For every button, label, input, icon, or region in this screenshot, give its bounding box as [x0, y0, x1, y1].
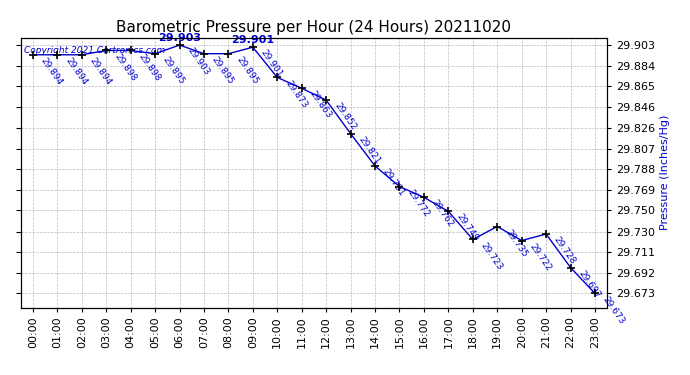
- Text: 29.894: 29.894: [39, 56, 64, 87]
- Text: 29.722: 29.722: [528, 242, 553, 272]
- Text: 29.852: 29.852: [333, 101, 357, 132]
- Title: Barometric Pressure per Hour (24 Hours) 20211020: Barometric Pressure per Hour (24 Hours) …: [117, 20, 511, 35]
- Text: 29.863: 29.863: [308, 89, 333, 120]
- Text: 29.894: 29.894: [88, 56, 113, 87]
- Text: 29.895: 29.895: [235, 55, 260, 86]
- Text: 29.791: 29.791: [381, 167, 406, 198]
- Text: 29.873: 29.873: [284, 78, 309, 110]
- Text: 29.749: 29.749: [455, 213, 480, 243]
- Text: 29.723: 29.723: [479, 240, 504, 272]
- Text: 29.901: 29.901: [231, 35, 275, 45]
- Y-axis label: Pressure (Inches/Hg): Pressure (Inches/Hg): [660, 115, 669, 230]
- Text: 29.903: 29.903: [186, 46, 211, 77]
- Text: 29.901: 29.901: [259, 48, 284, 79]
- Text: 29.898: 29.898: [137, 51, 162, 82]
- Text: 29.903: 29.903: [158, 33, 201, 43]
- Text: 29.821: 29.821: [357, 135, 382, 166]
- Text: 29.898: 29.898: [112, 51, 138, 82]
- Text: 29.673: 29.673: [601, 294, 627, 326]
- Text: 29.697: 29.697: [577, 268, 602, 300]
- Text: 29.894: 29.894: [63, 56, 89, 87]
- Text: 29.735: 29.735: [503, 228, 529, 258]
- Text: 29.895: 29.895: [161, 55, 187, 86]
- Text: 29.895: 29.895: [210, 55, 235, 86]
- Text: Copyright 2021 Cartronics.com: Copyright 2021 Cartronics.com: [23, 46, 165, 55]
- Text: 29.762: 29.762: [430, 198, 455, 229]
- Text: 29.728: 29.728: [552, 235, 578, 266]
- Text: 29.772: 29.772: [406, 188, 431, 219]
